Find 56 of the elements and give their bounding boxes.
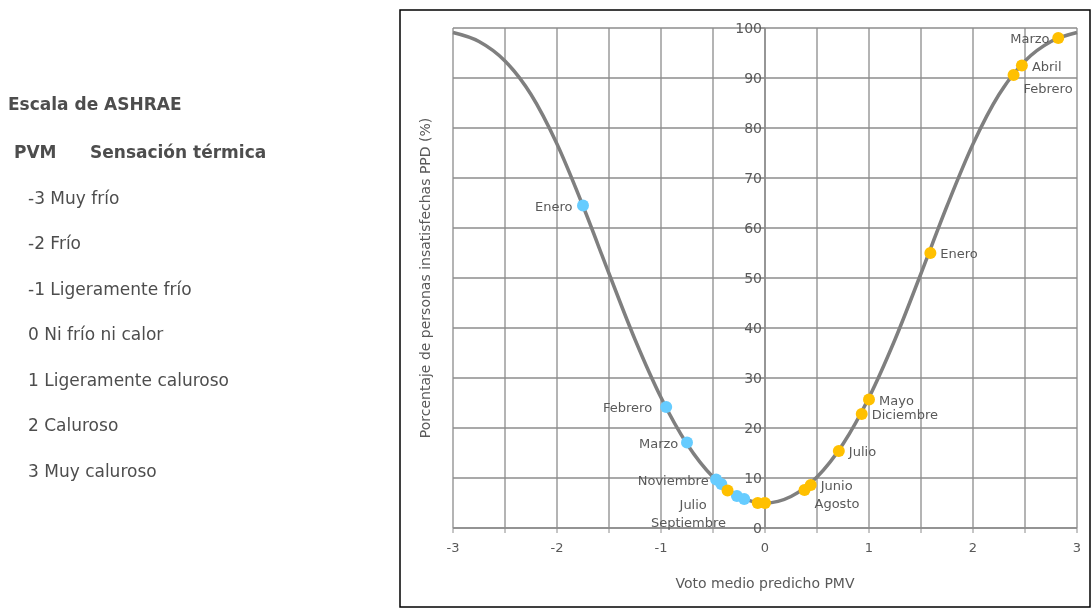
annotation: Junio bbox=[819, 478, 853, 493]
annotation: Julio bbox=[678, 496, 707, 512]
y-tick-label: 90 bbox=[744, 70, 762, 86]
point bbox=[1052, 32, 1065, 44]
y-tick-label: 20 bbox=[744, 420, 762, 436]
text: -2 Frío bbox=[28, 233, 82, 253]
text: 1 Ligeramente caluroso bbox=[28, 369, 229, 390]
y-tick-label: 50 bbox=[744, 270, 762, 286]
x-tick-label: -3 bbox=[446, 540, 460, 555]
text: 3 Muy caluroso bbox=[28, 460, 157, 481]
text: 0 Ni frío ni calor bbox=[28, 324, 164, 344]
y-tick-label: 30 bbox=[744, 370, 762, 386]
x-tick-label: 1 bbox=[864, 540, 874, 555]
annotation: Abril bbox=[1031, 58, 1062, 74]
point bbox=[721, 484, 734, 497]
point bbox=[577, 199, 589, 212]
point bbox=[681, 436, 693, 449]
x-axis-title: Voto medio predicho PMV bbox=[675, 575, 855, 591]
annotation: Agosto bbox=[814, 496, 860, 511]
annotation: Febrero bbox=[1023, 81, 1073, 96]
point bbox=[798, 484, 811, 496]
annotation: Marzo bbox=[639, 435, 679, 451]
y-tick-label: 10 bbox=[744, 470, 762, 486]
x-tick-label: -2 bbox=[550, 540, 564, 555]
annotation: Julio bbox=[847, 444, 877, 459]
point bbox=[660, 401, 673, 413]
y-tick-label: 100 bbox=[735, 20, 762, 36]
annotation: Noviembre bbox=[637, 472, 709, 488]
annotation: Marzo bbox=[1010, 31, 1050, 46]
text: -3 Muy frío bbox=[28, 187, 120, 208]
text: Sensación térmica bbox=[90, 142, 267, 162]
x-tick-label: -1 bbox=[654, 540, 668, 555]
point bbox=[924, 247, 937, 259]
annotation: Febrero bbox=[603, 400, 653, 415]
point bbox=[863, 393, 875, 406]
y-tick-label: 40 bbox=[744, 320, 762, 336]
point bbox=[855, 408, 868, 420]
annotation: Mayo bbox=[879, 392, 914, 408]
y-axis-title: Porcentaje de personas insatisfechas PPD (%) bbox=[417, 117, 433, 439]
point bbox=[1007, 69, 1020, 81]
text: 2 Caluroso bbox=[28, 415, 119, 435]
point bbox=[738, 493, 751, 505]
annotation: Enero bbox=[940, 246, 978, 261]
x-tick-label: 2 bbox=[968, 540, 978, 555]
annotation: Diciembre bbox=[871, 407, 939, 422]
point bbox=[832, 445, 845, 457]
text: Escala de ASHRAE bbox=[8, 94, 182, 114]
y-tick-label: 80 bbox=[744, 120, 762, 136]
text: -1 Ligeramente frío bbox=[28, 278, 192, 299]
point bbox=[1015, 59, 1028, 72]
y-tick-label: 70 bbox=[744, 170, 762, 186]
text: PVM bbox=[14, 142, 57, 162]
annotation: Septiembre bbox=[650, 515, 727, 530]
annotation: Enero bbox=[535, 198, 573, 214]
y-tick-label: 60 bbox=[744, 220, 762, 236]
x-tick-label: 3 bbox=[1072, 540, 1082, 555]
